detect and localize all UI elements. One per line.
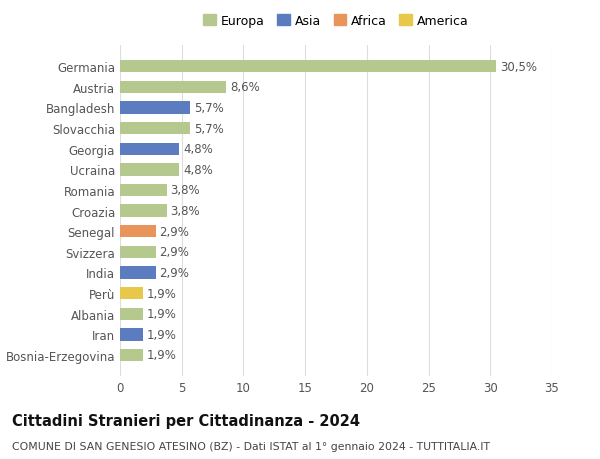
Text: 3,8%: 3,8% (170, 184, 200, 197)
Text: 8,6%: 8,6% (230, 81, 260, 94)
Bar (120, 225, 156, 238)
Bar (120, 61, 496, 73)
Text: 4,8%: 4,8% (183, 143, 212, 156)
Bar (120, 164, 179, 176)
Bar (120, 143, 179, 156)
Bar (120, 205, 167, 217)
Bar (120, 287, 143, 300)
Text: 1,9%: 1,9% (147, 287, 177, 300)
Bar (120, 246, 156, 258)
Text: 1,9%: 1,9% (147, 308, 177, 320)
Text: 2,9%: 2,9% (160, 246, 190, 259)
Text: 1,9%: 1,9% (147, 328, 177, 341)
Text: 3,8%: 3,8% (170, 205, 200, 218)
Bar (120, 123, 190, 135)
Bar (120, 308, 143, 320)
Text: 4,8%: 4,8% (183, 163, 212, 176)
Bar (120, 102, 190, 114)
Text: 2,9%: 2,9% (160, 225, 190, 238)
Text: COMUNE DI SAN GENESIO ATESINO (BZ) - Dati ISTAT al 1° gennaio 2024 - TUTTITALIA.: COMUNE DI SAN GENESIO ATESINO (BZ) - Dat… (12, 441, 490, 451)
Bar (120, 267, 156, 279)
Bar (120, 349, 143, 361)
Text: 5,7%: 5,7% (194, 123, 224, 135)
Bar (120, 329, 143, 341)
Text: 30,5%: 30,5% (500, 61, 537, 73)
Bar (120, 82, 226, 94)
Legend: Europa, Asia, Africa, America: Europa, Asia, Africa, America (199, 10, 473, 33)
Text: Cittadini Stranieri per Cittadinanza - 2024: Cittadini Stranieri per Cittadinanza - 2… (12, 413, 360, 428)
Text: 2,9%: 2,9% (160, 266, 190, 280)
Bar (120, 185, 167, 197)
Text: 5,7%: 5,7% (194, 102, 224, 115)
Text: 1,9%: 1,9% (147, 349, 177, 362)
